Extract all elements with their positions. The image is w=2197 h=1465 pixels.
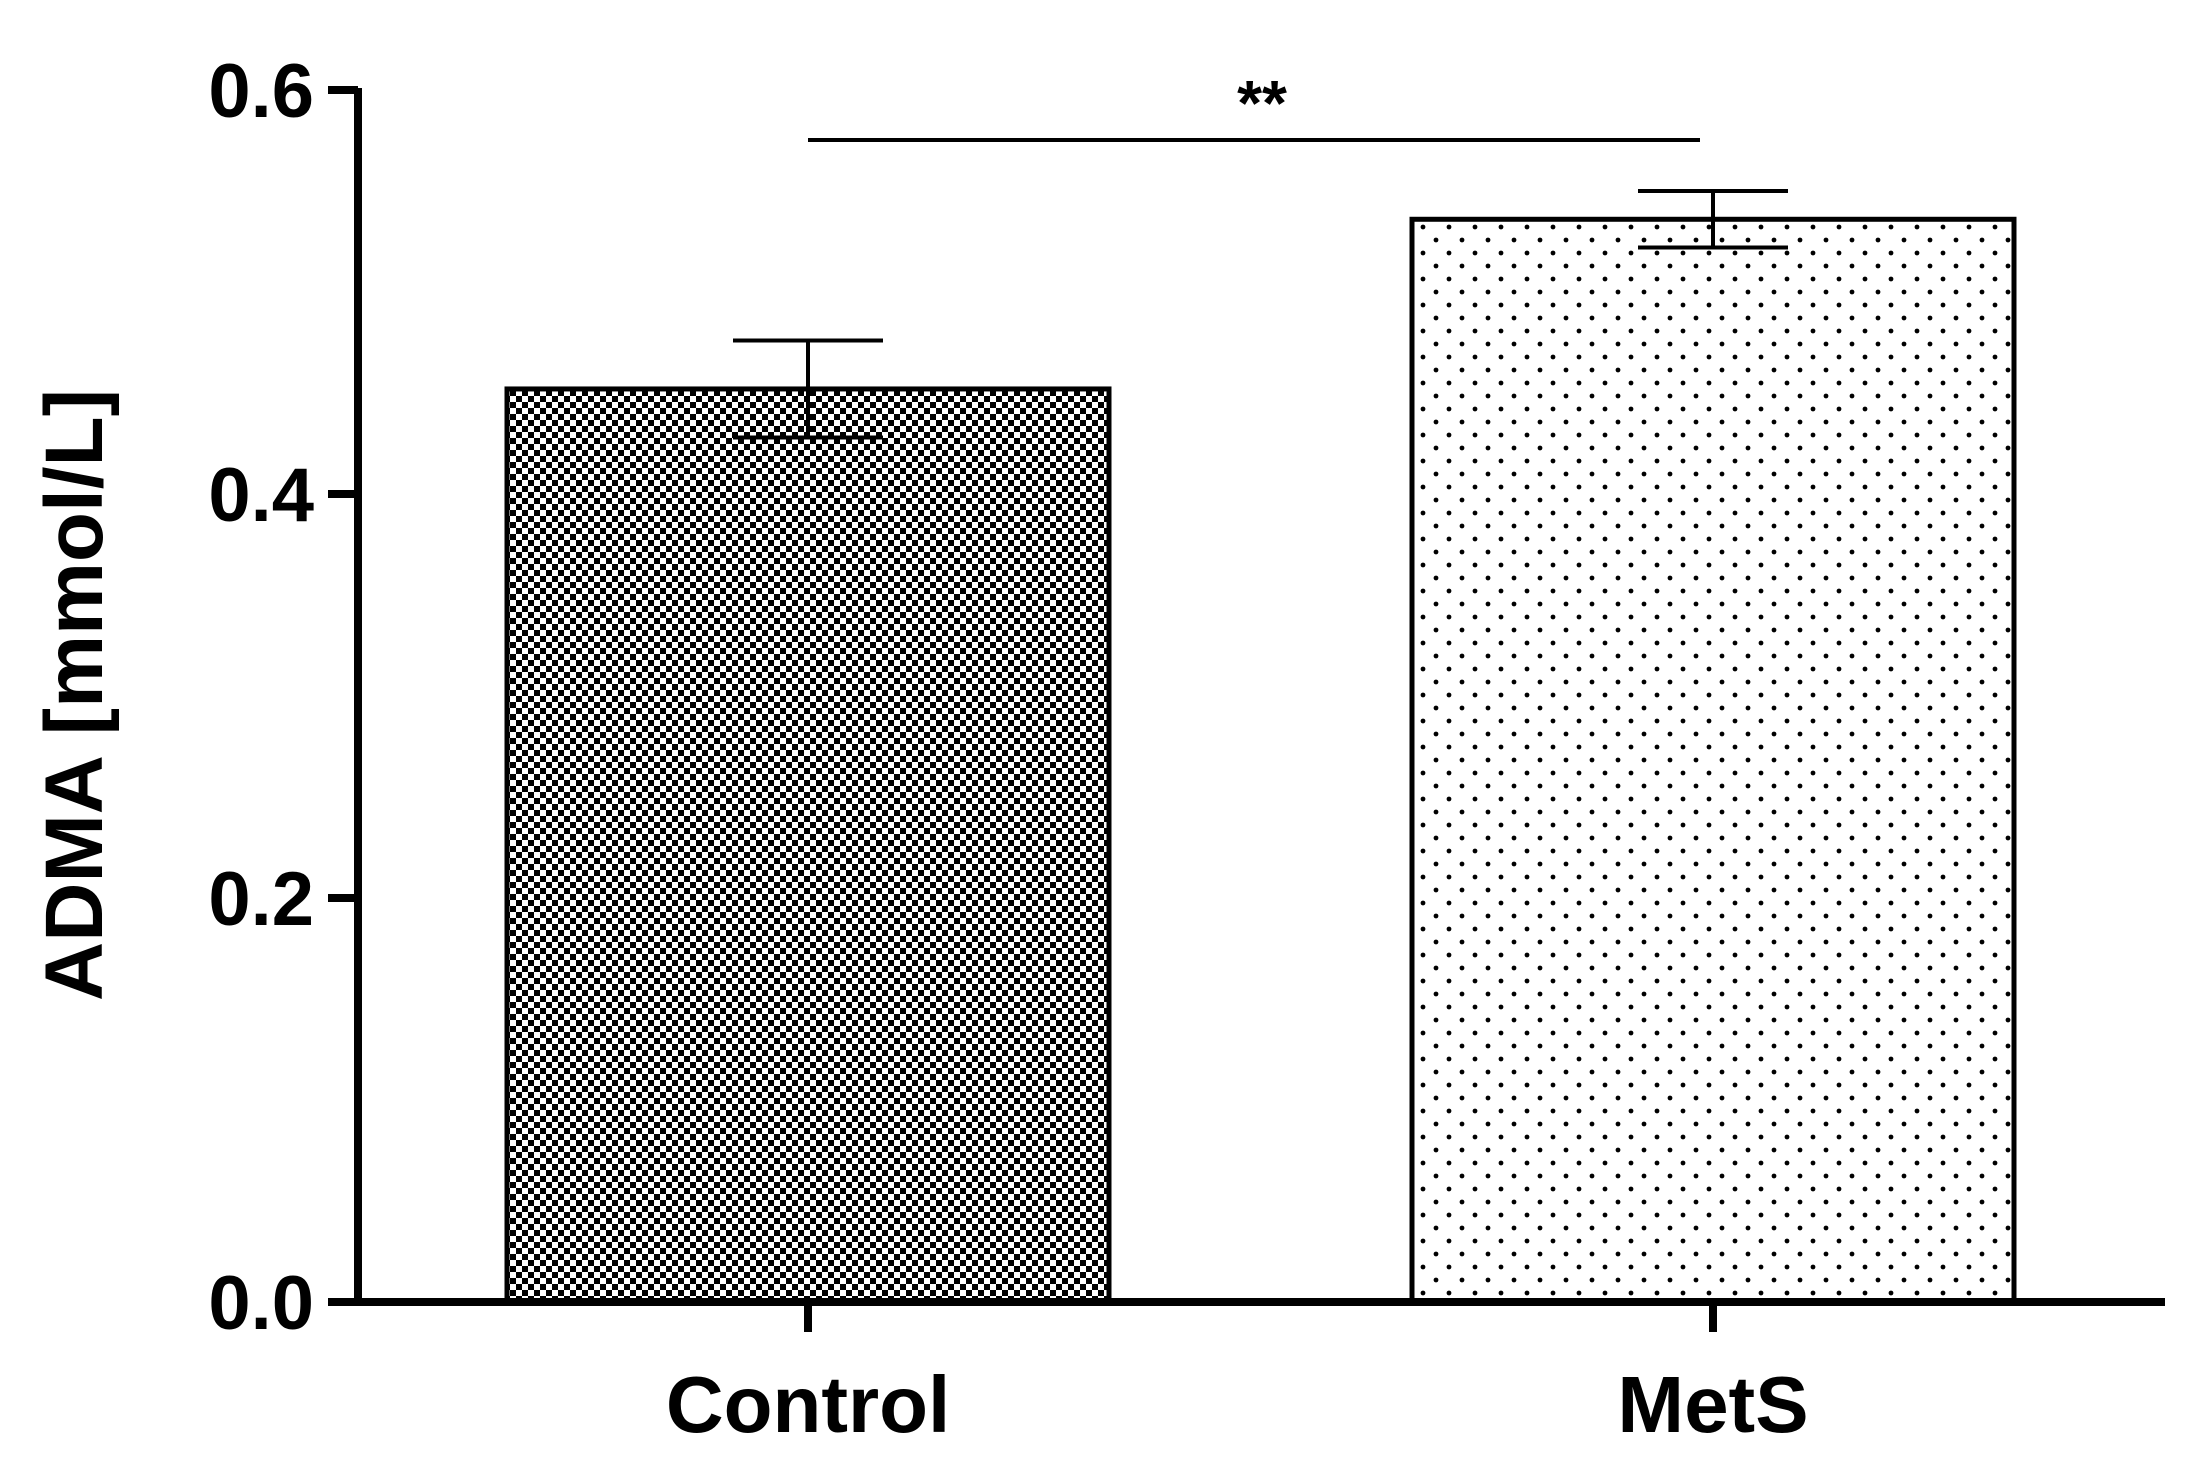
significance-layer: ** <box>808 67 1700 142</box>
bar-mets <box>1409 216 2017 1305</box>
x-ticks-layer: Control MetS <box>666 1302 1809 1449</box>
x-category-label-control: Control <box>666 1360 950 1449</box>
bars-layer <box>504 216 2017 1305</box>
significance-label: ** <box>1237 67 1287 139</box>
error-bar-mets <box>1638 189 1788 250</box>
y-axis-label: ADMA [mmol/L] <box>29 389 120 1001</box>
error-bars-layer <box>733 189 1788 440</box>
y-tick-label: 0.4 <box>208 453 314 538</box>
error-bar-control <box>733 338 883 440</box>
x-category-label-mets: MetS <box>1617 1360 1808 1449</box>
y-tick-label: 0.0 <box>208 1261 314 1346</box>
y-tick-label: 0.2 <box>208 857 314 942</box>
bar-control <box>504 386 1112 1305</box>
y-tick-label: 0.6 <box>208 49 314 134</box>
y-ticks-layer: 0.0 0.2 0.4 0.6 <box>208 49 358 1346</box>
